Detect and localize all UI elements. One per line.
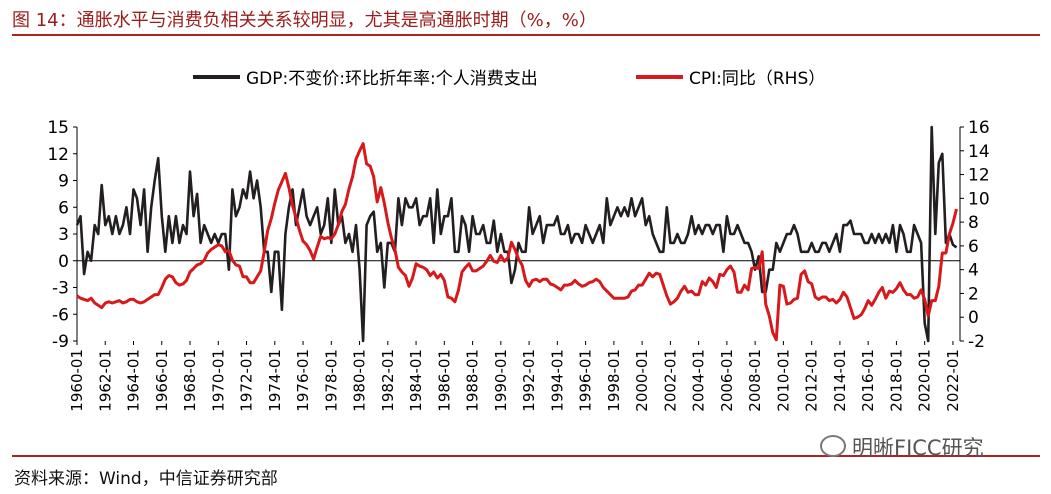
right-tick-label: 16 xyxy=(968,118,990,138)
left-tick-label: 6 xyxy=(58,198,69,218)
left-tick-label: -9 xyxy=(52,332,69,352)
x-tick-label: 1964-01 xyxy=(125,349,143,412)
x-tick-label: 1968-01 xyxy=(181,349,199,412)
x-tick-label: 2020-01 xyxy=(916,349,934,412)
right-tick-label: 2 xyxy=(968,284,979,304)
right-tick-label: 0 xyxy=(968,308,979,328)
right-tick-label: 12 xyxy=(968,166,990,186)
plot-area xyxy=(75,125,958,343)
x-tick-label: 2010-01 xyxy=(774,349,792,412)
x-tick-label: 1994-01 xyxy=(548,349,566,412)
x-tick-label: 1978-01 xyxy=(322,349,340,412)
x-tick-label: 2014-01 xyxy=(831,349,849,412)
x-tick-label: 2004-01 xyxy=(690,349,708,412)
right-tick-label: 8 xyxy=(968,213,979,233)
x-tick-label: 1966-01 xyxy=(153,349,171,412)
x-tick-label: 1986-01 xyxy=(435,349,453,412)
source-note: 资料来源：Wind，中信证券研究部 xyxy=(14,469,278,489)
x-tick-label: 1962-01 xyxy=(96,349,114,412)
x-tick-label: 2000-01 xyxy=(633,349,651,412)
x-tick-label: 1982-01 xyxy=(379,349,397,412)
watermark: 明晰FICC研究 xyxy=(820,432,984,462)
x-tick-label: 1990-01 xyxy=(492,349,510,412)
x-tick-label: 1996-01 xyxy=(577,349,595,412)
x-tick-label: 1988-01 xyxy=(464,349,482,412)
right-tick-label: 4 xyxy=(968,261,979,281)
x-tick-label: 1998-01 xyxy=(605,349,623,412)
left-tick-label: 3 xyxy=(58,225,69,245)
x-tick-label: 1976-01 xyxy=(294,349,312,412)
x-tick-label: 1980-01 xyxy=(351,349,369,412)
x-tick-label: 1974-01 xyxy=(266,349,284,412)
x-tick-label: 1972-01 xyxy=(238,349,256,412)
left-tick-label: 12 xyxy=(47,145,69,165)
x-tick-label: 2006-01 xyxy=(718,349,736,412)
chart-title: 图 14：通胀水平与消费负相关关系较明显，尤其是高通胀时期（%，%） xyxy=(12,10,597,31)
x-tick-label: 1970-01 xyxy=(209,349,227,412)
right-tick-label: -2 xyxy=(968,332,985,352)
x-tick-label: 2008-01 xyxy=(746,349,764,412)
left-tick-label: 0 xyxy=(58,252,69,272)
left-tick-label: -3 xyxy=(52,279,69,299)
series-line-cpi xyxy=(76,142,958,342)
left-tick-label: 9 xyxy=(58,172,69,192)
x-tick-label: 2016-01 xyxy=(859,349,877,412)
left-tick-label: -6 xyxy=(52,305,69,325)
series-line-gdp-consumption xyxy=(75,125,958,343)
x-tick-label: 1960-01 xyxy=(68,349,86,412)
legend-label-cpi: CPI:同比（RHS） xyxy=(689,69,825,89)
right-tick-label: 14 xyxy=(968,142,990,162)
title-divider xyxy=(12,34,1040,36)
legend-label-gdp: GDP:不变价:环比折年率:个人消费支出 xyxy=(246,69,538,89)
x-tick-label: 1992-01 xyxy=(520,349,538,412)
watermark-label: 明晰FICC研究 xyxy=(852,436,984,460)
x-tick-label: 2022-01 xyxy=(944,349,962,412)
right-tick-label: 6 xyxy=(968,237,979,257)
left-tick-label: 15 xyxy=(47,118,69,138)
right-tick-label: 10 xyxy=(968,189,990,209)
x-tick-label: 2002-01 xyxy=(661,349,679,412)
x-tick-label: 2012-01 xyxy=(803,349,821,412)
wechat-icon xyxy=(820,435,846,457)
footer-divider xyxy=(12,455,1040,457)
legend: GDP:不变价:环比折年率:个人消费支出 CPI:同比（RHS） xyxy=(193,69,825,89)
axes: 15 12 9 6 3 0 -3 -6 -9 16 14 12 10 8 6 4 2 0 -2 1960-01 1962… xyxy=(47,118,989,412)
x-tick-label: 1984-01 xyxy=(407,349,425,412)
x-tick-label: 2018-01 xyxy=(887,349,905,412)
